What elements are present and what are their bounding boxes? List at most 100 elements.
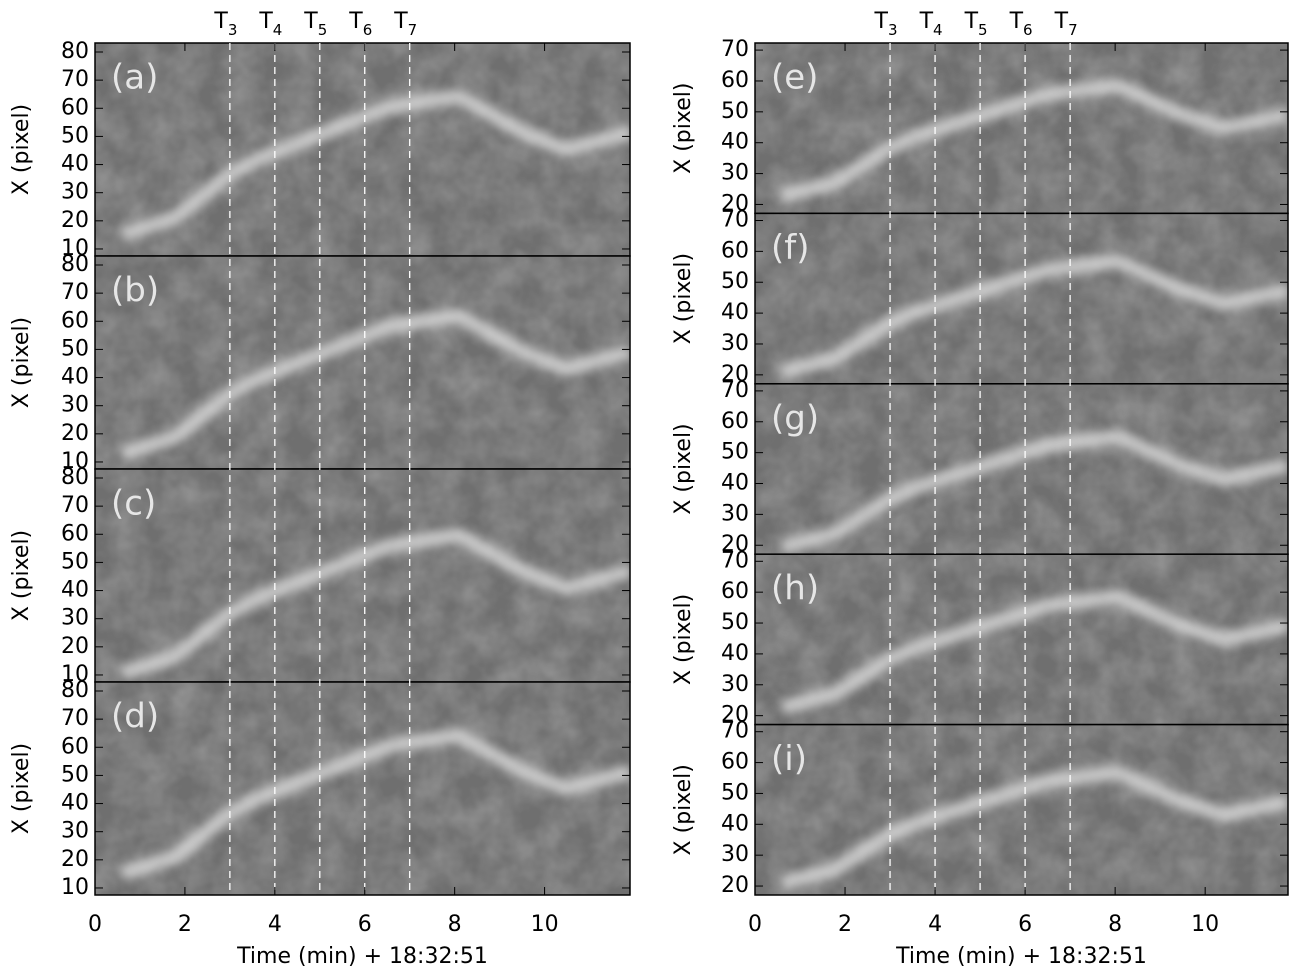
panel-label: (c): [111, 484, 156, 524]
marker-label: T5: [964, 9, 988, 39]
marker-letter: T: [258, 9, 273, 34]
y-axis-label: X (pixel): [671, 83, 696, 174]
y-axis-label: X (pixel): [9, 530, 34, 621]
panel-label: (i): [771, 739, 807, 779]
marker-letter: T: [1054, 9, 1069, 34]
y-tick-label: 60: [61, 521, 89, 546]
y-tick-label: 70: [61, 493, 89, 518]
panel-frame: [94, 681, 631, 896]
panel-image: [755, 554, 1288, 725]
y-tick-label: 30: [721, 501, 749, 526]
y-tick-label: 70: [721, 548, 749, 573]
ridge: [779, 429, 1288, 555]
marker-label: T3: [213, 9, 237, 39]
y-tick-label: 50: [61, 123, 89, 148]
y-tick-label: 60: [721, 409, 749, 434]
y-tick-label: 10: [61, 236, 89, 261]
y-tick-label: 70: [61, 706, 89, 731]
ridge: [779, 253, 1288, 379]
y-axis-label: X (pixel): [671, 764, 696, 855]
y-tick-label: 20: [61, 421, 89, 446]
x-tick-label: 4: [928, 912, 942, 937]
y-tick-label: 50: [721, 780, 749, 805]
marker-letter: T: [213, 9, 228, 34]
y-tick-label: 40: [721, 300, 749, 325]
y-tick-label: 80: [61, 678, 89, 703]
ridge: [779, 78, 1288, 204]
x-tick-label: 6: [358, 912, 372, 937]
y-tick-label: 70: [61, 67, 89, 92]
y-tick-label: 50: [61, 762, 89, 787]
panel-image: [755, 43, 1288, 214]
y-tick-label: 10: [61, 875, 89, 900]
marker-sub: 3: [228, 21, 238, 39]
x-tick-label: 0: [748, 912, 762, 937]
marker-label: T4: [919, 9, 943, 39]
panel-frame: [754, 723, 1289, 896]
marker-letter: T: [964, 9, 979, 34]
marker-letter: T: [393, 9, 408, 34]
marker-sub: 6: [1023, 21, 1033, 39]
y-tick-label: 30: [721, 672, 749, 697]
y-tick-label: 30: [721, 842, 749, 867]
y-tick-label: 20: [61, 847, 89, 872]
y-tick-label: 60: [61, 734, 89, 759]
marker-sub: 3: [888, 21, 898, 39]
y-axis-label: X (pixel): [671, 423, 696, 514]
panel-label: (e): [771, 58, 818, 98]
y-tick-label: 20: [61, 634, 89, 659]
marker-sub: 4: [273, 21, 283, 39]
y-tick-label: 60: [61, 308, 89, 333]
marker-sub: 5: [978, 21, 988, 39]
y-tick-label: 70: [721, 208, 749, 233]
marker-label: T6: [1009, 9, 1033, 39]
x-tick-label: 8: [1108, 912, 1122, 937]
y-axis-label: X (pixel): [671, 594, 696, 685]
y-tick-label: 50: [61, 336, 89, 361]
x-axis-label: Time (min) + 18:32:51: [895, 944, 1147, 969]
y-tick-label: 30: [61, 393, 89, 418]
x-tick-label: 2: [838, 912, 852, 937]
y-axis-label: X (pixel): [9, 317, 34, 408]
ridge: [119, 727, 630, 881]
x-axis-label: Time (min) + 18:32:51: [236, 944, 488, 969]
panel-label: (f): [771, 228, 810, 268]
y-tick-label: 80: [61, 39, 89, 64]
marker-letter: T: [1009, 9, 1024, 34]
y-tick-label: 60: [721, 238, 749, 263]
y-tick-label: 60: [721, 68, 749, 93]
y-tick-label: 80: [61, 465, 89, 490]
y-tick-label: 20: [721, 873, 749, 898]
y-tick-label: 30: [61, 819, 89, 844]
marker-sub: 7: [408, 21, 418, 39]
y-tick-label: 50: [721, 269, 749, 294]
y-tick-label: 20: [721, 191, 749, 216]
panel-texture: [95, 43, 630, 256]
y-tick-label: 40: [61, 365, 89, 390]
ridge: [119, 308, 630, 461]
y-tick-label: 40: [61, 152, 89, 177]
marker-sub: 5: [318, 21, 328, 39]
x-tick-label: 4: [268, 912, 282, 937]
y-tick-label: 70: [721, 378, 749, 403]
y-axis-label: X (pixel): [9, 743, 34, 834]
x-tick-label: 8: [448, 912, 462, 937]
y-tick-label: 50: [721, 99, 749, 124]
panel-texture: [95, 682, 630, 895]
marker-letter: T: [919, 9, 934, 34]
y-tick-label: 70: [721, 719, 749, 744]
x-tick-label: 10: [531, 912, 559, 937]
y-tick-label: 70: [61, 280, 89, 305]
panel-image: [95, 682, 630, 895]
marker-label: T5: [303, 9, 327, 39]
panel-label: (b): [111, 271, 159, 311]
y-tick-label: 40: [721, 811, 749, 836]
y-tick-label: 40: [721, 641, 749, 666]
marker-label: T7: [1054, 9, 1078, 39]
panel-image: [755, 724, 1288, 895]
panel-label: (a): [111, 58, 158, 98]
panel-image: [755, 213, 1288, 384]
y-tick-label: 80: [61, 252, 89, 277]
ridge: [119, 88, 630, 242]
y-tick-label: 30: [61, 180, 89, 205]
